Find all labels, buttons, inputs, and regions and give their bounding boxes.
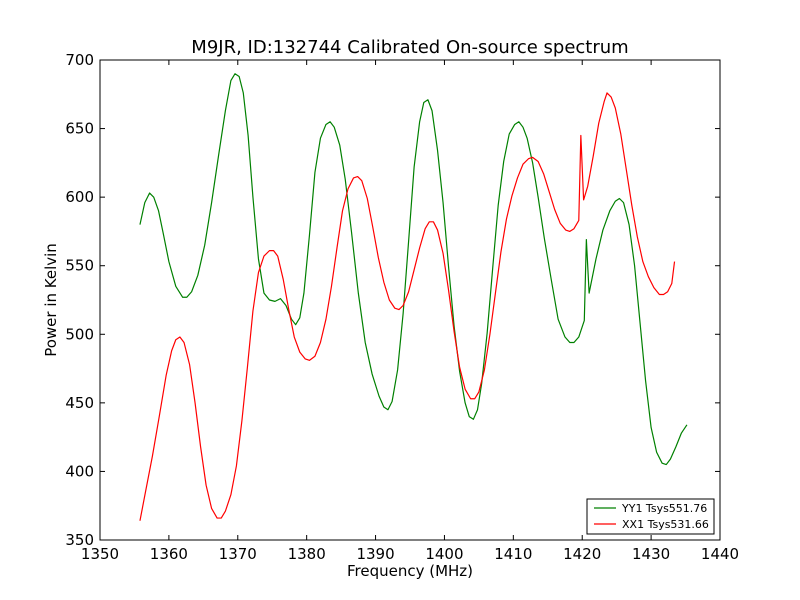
- y-tick-label: 400: [65, 462, 94, 480]
- legend: YY1 Tsys551.76 XX1 Tsys531.66: [586, 498, 715, 535]
- legend-label-yy1: YY1 Tsys551.76: [621, 502, 707, 515]
- y-tick-label: 600: [65, 188, 94, 206]
- x-tick-label: 1380: [288, 545, 326, 563]
- y-tick-label: 700: [65, 51, 94, 69]
- y-tick-label: 350: [65, 531, 94, 549]
- series-line-yy1: [139, 73, 688, 466]
- x-axis-label: Frequency (MHz): [347, 562, 473, 580]
- x-tick-label: 1410: [494, 545, 532, 563]
- y-tick-label: 450: [65, 394, 94, 412]
- x-tick-label: 1390: [356, 545, 394, 563]
- x-tick-label: 1430: [632, 545, 670, 563]
- chart-title: M9JR, ID:132744 Calibrated On-source spe…: [191, 37, 628, 58]
- y-tick-label: 500: [65, 325, 94, 343]
- ticks-group: 1350 1360 1370 1380 1390 1400 1410 1420 1430 1440…: [65, 51, 739, 563]
- plot-area: 1350 1360 1370 1380 1390 1400 1410 1420 1430 1440…: [65, 51, 739, 563]
- series-line-xx1: [139, 92, 676, 521]
- x-tick-label: 1400: [425, 545, 463, 563]
- x-tick-label: 1350: [81, 545, 119, 563]
- y-tick-label: 650: [65, 120, 94, 138]
- legend-label-xx1: XX1 Tsys531.66: [622, 518, 709, 531]
- y-axis-label: Power in Kelvin: [42, 243, 60, 357]
- x-tick-label: 1370: [219, 545, 257, 563]
- legend-box: [586, 498, 715, 535]
- x-tick-label: 1440: [701, 545, 739, 563]
- series-group: [139, 73, 688, 521]
- y-tick-label: 550: [65, 257, 94, 275]
- x-tick-label: 1420: [563, 545, 601, 563]
- plot-frame: [99, 59, 721, 541]
- x-tick-label: 1360: [150, 545, 188, 563]
